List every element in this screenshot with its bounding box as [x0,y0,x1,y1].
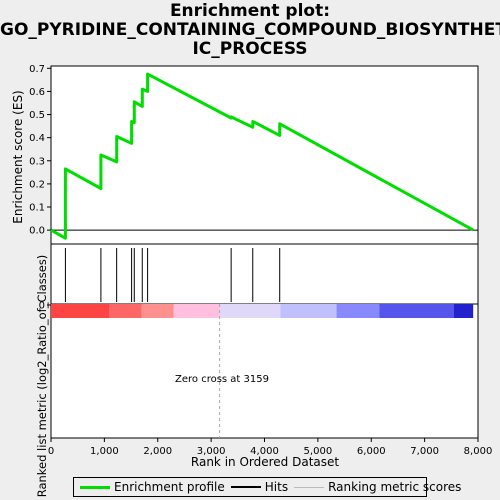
x-tick-label: 7,000 [410,446,439,457]
es-y-tick-label: 0.5 [29,110,45,121]
hits-layer [64,248,281,302]
legend: Enrichment profile Hits Ranking metric s… [73,477,461,497]
chart-title: Enrichment plot: GO_PYRIDINE_CONTAINING_… [0,2,500,59]
es-y-tick-label: 0.0 [29,226,45,237]
metric-band-segment [453,304,474,318]
x-tick-label: 8,000 [464,446,493,457]
es-panel-background [50,65,479,245]
metric-band-segment [141,304,174,318]
metric-y-tick-label: 0 [39,301,45,312]
x-tick-label: 0 [48,446,54,457]
es-y-tick-label: 0.3 [29,156,45,167]
x-tick-label: 1,000 [90,446,119,457]
hits-panel-background [50,243,479,305]
metric-layer: 0 0 1,000 2,000 3,000 4,000 5,000 6,000 7,000 8,0… [39,301,493,458]
ranking-metric-swatch [294,486,325,488]
x-tick-label: 4,000 [250,446,279,457]
es-y-tick-label: 0.2 [29,179,45,190]
x-tick-label: 2,000 [143,446,172,457]
es-y-tick-label: 0.7 [29,64,45,75]
metric-band-segment [280,304,337,318]
title-line-3: IC_PROCESS [192,39,308,59]
metric-band-segment [379,304,454,318]
x-tick-label: 6,000 [357,446,386,457]
hits-swatch [230,486,261,488]
metric-band-segment [219,304,281,318]
legend-item-ranking-metric-scores: Ranking metric scores [294,480,461,494]
legend-label-hits: Hits [264,480,289,494]
legend-label-enrichment-profile: Enrichment profile [114,480,225,494]
enrichment-profile-swatch [80,485,110,489]
metric-band-segment [336,304,380,318]
legend-item-enrichment-profile: Enrichment profile [80,480,225,494]
metric-band-segment [173,304,220,318]
es-y-tick-label: 0.4 [29,133,45,144]
legend-item-hits: Hits [230,480,289,494]
metric-band-segment [51,304,110,318]
x-tick-label: 3,000 [197,446,226,457]
title-line-2: GO_PYRIDINE_CONTAINING_COMPOUND_BIOSYNTH… [0,20,500,40]
es-layer: 0.0 0.1 0.2 0.3 0.4 0.5 0.6 0.7 [29,64,478,240]
enrichment-profile-line [50,72,474,240]
zero-cross-annotation: Zero cross at 3159 [175,374,269,385]
es-y-tick-label: 0.6 [29,87,45,98]
metric-panel-background [50,303,479,439]
x-axis-label: Rank in Ordered Dataset [191,455,339,469]
metric-axis-label: Ranked list metric (log2_Ratio_of_Classe… [35,255,49,498]
title-line-1: Enrichment plot: [169,1,331,21]
legend-label-ranking-metric-scores: Ranking metric scores [328,480,462,494]
x-tick-label: 5,000 [304,446,333,457]
es-axis-label: Enrichment score (ES) [11,90,25,223]
metric-band-segment [109,304,142,318]
es-y-tick-label: 0.1 [29,203,45,214]
